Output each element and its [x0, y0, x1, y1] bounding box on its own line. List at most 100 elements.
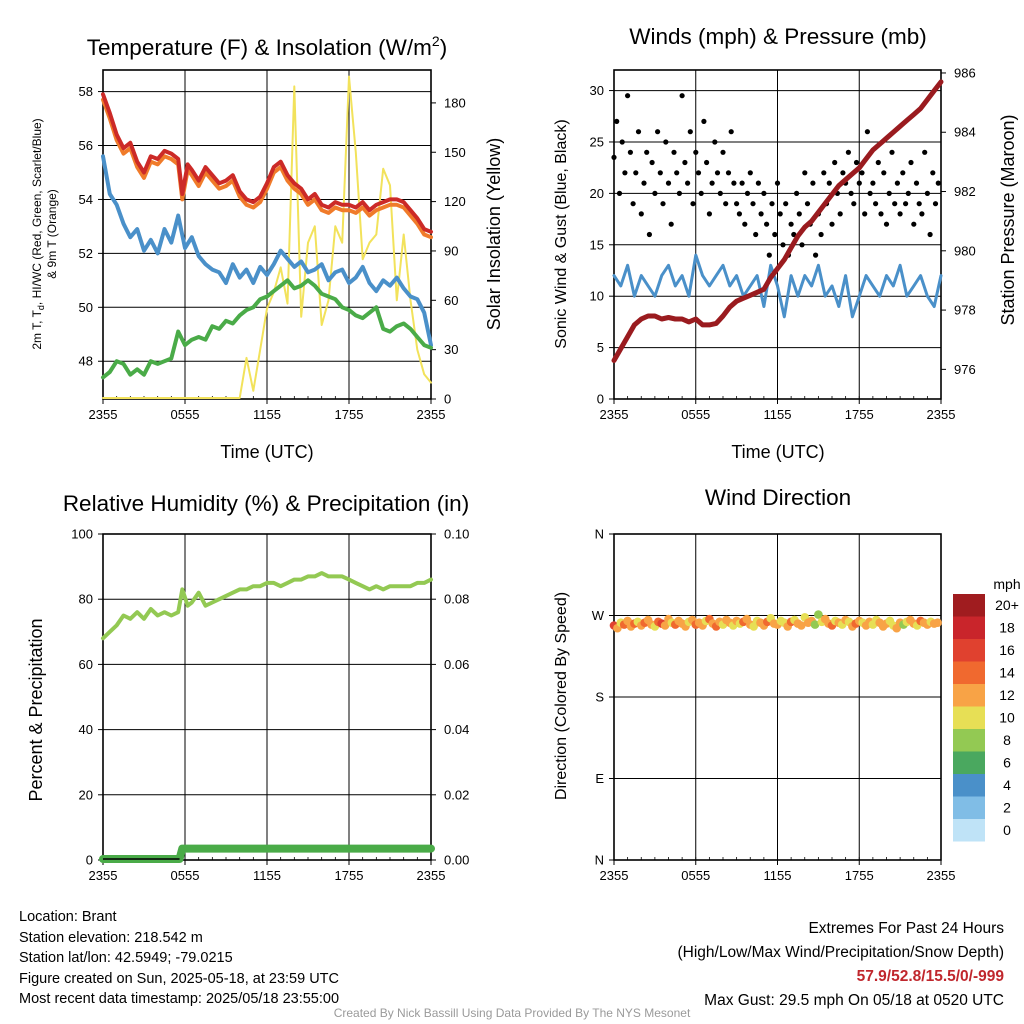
direction-xtick-label: 0555: [681, 868, 710, 883]
direction-point: [797, 621, 806, 630]
speed-legend-label: 20+: [995, 597, 1019, 613]
winds-ytick-right-label: 982: [954, 184, 976, 199]
credit-line: Created By Nick Bassill Using Data Provi…: [333, 1006, 691, 1020]
winds-gust-point: [714, 170, 721, 176]
winds-gust-point: [881, 170, 887, 176]
winds-gust-point: [883, 221, 890, 227]
humidity-xtick-label: 1755: [335, 868, 364, 883]
winds-gust-point: [761, 190, 767, 196]
humidity-ytick-right-label: 0.10: [444, 527, 469, 542]
winds-gust-point: [622, 170, 628, 176]
winds-gust-point: [911, 221, 917, 227]
winds-gust-point: [802, 170, 808, 176]
winds-gust-point: [655, 129, 661, 135]
winds-ytick-label: 5: [597, 340, 604, 355]
winds-gust-point: [804, 201, 811, 207]
plot-layer: 2355 0555 1155 1755 235548505254565803060901…: [71, 65, 1019, 883]
temperature-ytick-label: 48: [79, 354, 93, 369]
speed-legend-label: 18: [999, 620, 1015, 636]
winds-gust-point: [616, 190, 623, 196]
winds-gust-point: [913, 180, 920, 186]
winds-gust-point: [837, 211, 843, 217]
speed-legend-swatch: [953, 819, 985, 842]
winds-gust-point: [709, 180, 715, 186]
winds-gust-point: [625, 93, 631, 99]
winds-ytick-label: 10: [590, 289, 604, 304]
winds-gust-point: [930, 170, 936, 176]
temperature-ytick-label: 50: [79, 300, 93, 315]
winds-panel-title: Winds (mph) & Pressure (mb): [629, 24, 927, 49]
humidity-ytick-right-label: 0.06: [444, 657, 469, 672]
extremes-subtitle: (High/Low/Max Wind/Precipitation/Snow De…: [677, 944, 1005, 961]
winds-gust-point: [840, 170, 846, 176]
winds-gust-point: [845, 149, 852, 155]
winds-gust-point: [851, 201, 857, 207]
winds-gust-point: [671, 149, 677, 155]
winds-gust-point: [766, 252, 772, 258]
winds-gust-point: [657, 170, 663, 176]
temperature-ytick-right-label: 0: [444, 392, 451, 407]
winds-gust-point: [783, 201, 789, 207]
winds-xtick-label: 2355: [927, 407, 956, 422]
max-gust: Max Gust: 29.5 mph On 05/18 at 0520 UTC: [704, 992, 1004, 1009]
humidity-ytick-right-label: 0.00: [444, 853, 469, 868]
temperature-xtick-label: 1755: [335, 407, 364, 422]
winds-gust-point: [668, 221, 674, 227]
winds-gust-point: [685, 180, 691, 186]
winds-gust-point: [905, 190, 911, 196]
winds-gust-point: [813, 252, 819, 258]
winds-gust-point: [649, 159, 655, 166]
winds-gust-point: [665, 180, 672, 186]
winds-gust-point: [826, 180, 832, 186]
humidity-series-relative-humidity: [101, 571, 433, 641]
humidity-ytick-label: 0: [86, 853, 93, 868]
winds-gust-point: [698, 190, 704, 196]
winds-panel-xlabel: Time (UTC): [731, 442, 824, 462]
temperature-xtick-label: 0555: [171, 407, 200, 422]
winds-ytick-label: 25: [590, 134, 604, 149]
winds-gust-point: [856, 180, 862, 186]
winds-ytick-right-label: 978: [954, 303, 976, 318]
temperature-series-2m-t: [101, 92, 433, 234]
winds-gust-point: [867, 190, 873, 196]
winds-gust-point: [908, 159, 914, 166]
winds-gust-point: [717, 190, 723, 196]
winds-gust-point: [916, 201, 922, 207]
speed-legend-label: 8: [1003, 732, 1011, 748]
meteogram-figure: Temperature (F) & Insolation (W/m2) 2m T…: [26, 24, 1021, 883]
speed-legend-label: 6: [1003, 755, 1011, 771]
figure-created: Figure created on Sun, 2025-05-18, at 23…: [19, 970, 339, 987]
speed-legend-label: 4: [1003, 777, 1011, 793]
winds-gust-point: [690, 201, 696, 207]
temperature-ytick-label: 58: [79, 84, 93, 99]
winds-gust-point: [796, 211, 802, 217]
winds-gust-point: [750, 201, 756, 207]
winds-gust-point: [676, 190, 683, 196]
humidity-frame: [102, 533, 432, 861]
winds-gust-point: [892, 201, 898, 207]
humidity-panel-title: Relative Humidity (%) & Precipitation (i…: [63, 491, 469, 516]
direction-xtick-label: 1755: [845, 868, 874, 883]
winds-gust-point: [794, 190, 800, 196]
winds-gust-point: [791, 231, 797, 238]
temperature-panel-title: Temperature (F) & Insolation (W/m2): [87, 33, 447, 60]
speed-legend-swatch: [953, 729, 985, 752]
temperature-ytick-right-label: 60: [444, 293, 458, 308]
humidity-ytick-right-label: 0.04: [444, 722, 469, 737]
direction-point: [660, 621, 670, 630]
winds-xtick-label: 1155: [764, 407, 792, 422]
speed-legend-label: 14: [999, 665, 1015, 681]
temperature-series-solar-insolation: [102, 75, 432, 399]
temperature-ytick-label: 54: [79, 192, 93, 207]
winds-gust-point: [663, 139, 669, 145]
winds-gust-point: [772, 231, 778, 238]
extremes-summary: Extremes For Past 24 Hours (High/Low/Max…: [678, 917, 1005, 1013]
speed-legend-swatch: [953, 639, 985, 662]
humidity-panel-ylabel: Percent & Precipitation: [26, 618, 46, 801]
winds-gust-point: [900, 170, 906, 176]
temperature-panel-ylabel-line2: & 9m T (Orange): [45, 189, 59, 279]
speed-legend-swatch: [953, 661, 985, 684]
winds-gust-point: [848, 190, 854, 196]
winds-gust-point: [764, 221, 770, 227]
winds-ytick-label: 0: [597, 392, 604, 407]
